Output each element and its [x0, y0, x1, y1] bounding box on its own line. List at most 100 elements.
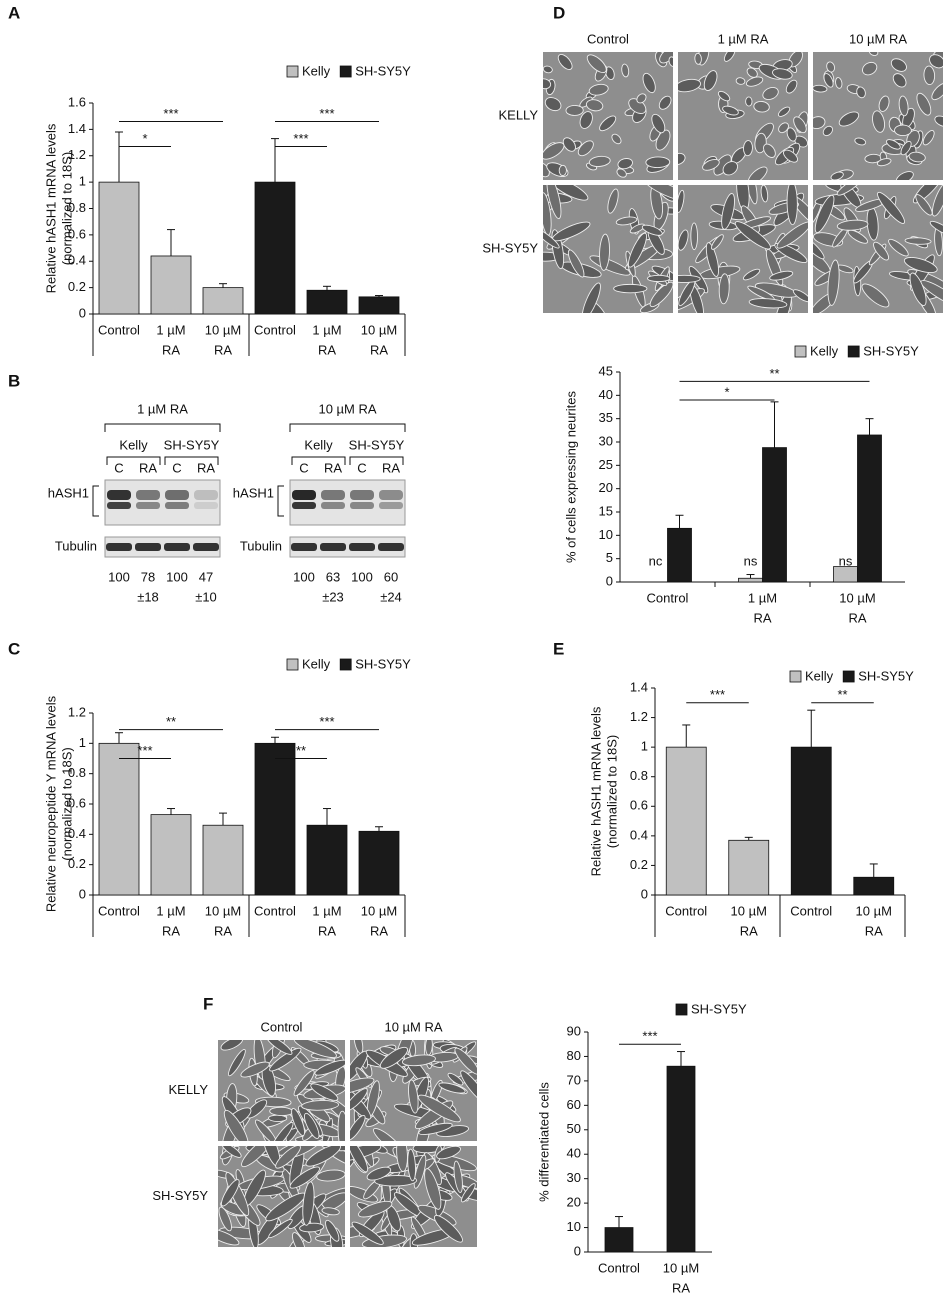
y-axis-label: (normalized to 18S)	[59, 747, 74, 860]
cell	[904, 237, 932, 245]
cell	[418, 1122, 453, 1135]
blot-deviation: ±18	[137, 589, 159, 604]
cell	[920, 280, 943, 307]
cell	[611, 133, 622, 145]
blot-bracket	[106, 456, 161, 465]
cell	[786, 127, 797, 142]
cell	[774, 242, 808, 264]
micrograph	[543, 185, 673, 313]
blot-quantification: 63	[326, 569, 340, 584]
y-tick-label: 0.8	[630, 768, 648, 783]
micrograph-row-label: KELLY	[498, 107, 538, 122]
cell	[903, 257, 938, 274]
cell	[546, 185, 562, 220]
bar	[728, 839, 770, 896]
blot-lane: C	[299, 460, 308, 475]
y-tick-label: 15	[599, 503, 613, 518]
cell	[813, 236, 825, 260]
cell	[658, 95, 672, 110]
cell	[221, 1179, 240, 1207]
y-tick-label: 1	[79, 735, 86, 750]
cell	[888, 238, 909, 257]
blot-band	[379, 490, 403, 500]
cell	[350, 1077, 375, 1094]
cell	[717, 90, 731, 102]
panel-label: A	[8, 3, 20, 22]
cell	[271, 1121, 294, 1141]
legend-label: SH-SY5Y	[858, 668, 914, 683]
cell	[374, 1175, 418, 1187]
y-tick-label: 1.4	[630, 679, 648, 694]
cell	[922, 130, 935, 146]
cell	[909, 272, 927, 306]
blot-lane: RA	[382, 460, 400, 475]
y-tick-label: 45	[599, 363, 613, 378]
cell	[746, 67, 758, 78]
y-tick-label: 1.2	[68, 147, 86, 162]
cells	[350, 1040, 477, 1141]
cell	[351, 1221, 384, 1245]
blot-band	[136, 502, 160, 509]
cells	[220, 1040, 345, 1141]
cell	[266, 1040, 293, 1055]
cell	[847, 229, 869, 244]
bar	[790, 746, 832, 896]
cell	[379, 1046, 408, 1069]
blot-band	[292, 490, 316, 500]
cells	[678, 52, 808, 180]
panel-label: E	[553, 639, 564, 658]
micrograph-column-label: Control	[261, 1019, 303, 1034]
blot-band	[193, 543, 219, 551]
cell	[890, 58, 907, 72]
bar	[98, 742, 140, 896]
blot-bracket	[164, 456, 219, 465]
blot-cell-line: Kelly	[304, 437, 333, 452]
cell	[813, 116, 826, 130]
x-tick-label: 10 µM	[663, 1260, 699, 1275]
cell	[916, 92, 932, 116]
cell	[453, 1160, 463, 1193]
blot-quantification: 78	[141, 569, 155, 584]
cell	[786, 185, 798, 226]
blot-deviation: ±23	[322, 589, 344, 604]
cell	[461, 1183, 476, 1203]
blot-band	[349, 543, 375, 551]
cell	[934, 115, 943, 127]
cell	[763, 143, 776, 158]
cell	[350, 1146, 369, 1173]
y-tick-label: 1	[641, 739, 648, 754]
blot-band	[165, 502, 189, 509]
cell	[793, 116, 807, 134]
x-tick-label: RA	[162, 342, 180, 357]
blot-band	[107, 490, 131, 500]
blot-row-bracket	[277, 485, 284, 517]
cell	[254, 1119, 278, 1141]
cell	[557, 54, 573, 70]
cell	[269, 1047, 302, 1072]
cell	[460, 1070, 477, 1104]
micrograph	[813, 52, 943, 180]
cell	[702, 158, 720, 171]
cell	[769, 270, 794, 281]
blot-bracket	[349, 456, 404, 465]
significance-label: ***	[293, 131, 308, 146]
blot-row-label: Tubulin	[55, 538, 97, 553]
cell	[413, 1154, 427, 1189]
y-tick-label: 80	[567, 1048, 581, 1063]
cell	[650, 185, 663, 220]
y-tick-label: 50	[567, 1121, 581, 1136]
x-tick-label: Control	[254, 903, 296, 918]
cell	[220, 1040, 243, 1051]
cells	[813, 52, 943, 180]
blot-deviation: ±10	[195, 589, 217, 604]
cell	[721, 193, 735, 230]
cell	[778, 122, 789, 134]
micrograph	[350, 1040, 477, 1141]
x-tick-label: RA	[848, 610, 866, 625]
cell	[550, 185, 589, 201]
legend-label: SH-SY5Y	[863, 343, 919, 358]
cell	[748, 298, 788, 309]
bar	[150, 814, 192, 896]
y-tick-label: 0	[606, 573, 613, 588]
